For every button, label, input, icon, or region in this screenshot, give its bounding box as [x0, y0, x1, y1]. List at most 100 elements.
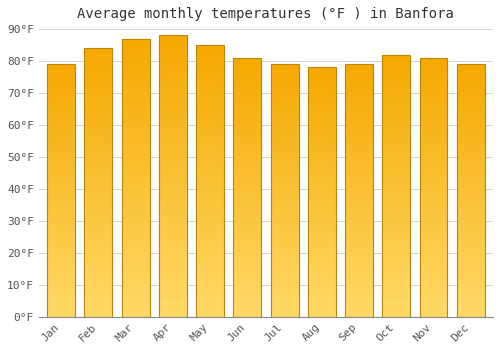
Bar [159, 90, 187, 92]
Bar [382, 308, 410, 309]
Bar [234, 217, 262, 218]
Bar [234, 187, 262, 189]
Bar [308, 257, 336, 258]
Bar [196, 268, 224, 269]
Bar [457, 65, 484, 67]
Bar [382, 207, 410, 208]
Bar [196, 60, 224, 61]
Bar [196, 48, 224, 49]
Bar [122, 79, 150, 81]
Bar [420, 170, 448, 172]
Bar [234, 120, 262, 121]
Bar [420, 199, 448, 200]
Bar [84, 149, 112, 150]
Bar [47, 246, 75, 247]
Bar [234, 126, 262, 128]
Bar [308, 277, 336, 278]
Bar [308, 172, 336, 173]
Bar [457, 169, 484, 170]
Bar [382, 166, 410, 167]
Bar [270, 307, 298, 308]
Bar [159, 155, 187, 156]
Bar [196, 154, 224, 155]
Bar [270, 182, 298, 183]
Bar [234, 151, 262, 152]
Bar [270, 219, 298, 221]
Bar [345, 292, 373, 293]
Bar [420, 102, 448, 103]
Bar [270, 121, 298, 122]
Bar [270, 199, 298, 201]
Bar [270, 250, 298, 251]
Bar [382, 176, 410, 178]
Bar [345, 275, 373, 276]
Bar [159, 141, 187, 142]
Bar [234, 287, 262, 288]
Bar [159, 142, 187, 144]
Bar [270, 201, 298, 202]
Bar [382, 268, 410, 270]
Bar [196, 74, 224, 75]
Bar [457, 175, 484, 177]
Bar [196, 109, 224, 110]
Bar [47, 103, 75, 105]
Bar [47, 251, 75, 252]
Bar [47, 119, 75, 120]
Bar [345, 269, 373, 270]
Bar [270, 159, 298, 160]
Bar [122, 281, 150, 282]
Bar [234, 125, 262, 126]
Bar [308, 271, 336, 272]
Bar [47, 150, 75, 151]
Bar [345, 169, 373, 170]
Bar [345, 86, 373, 87]
Bar [420, 281, 448, 282]
Bar [234, 98, 262, 99]
Bar [270, 229, 298, 230]
Bar [84, 196, 112, 197]
Bar [345, 103, 373, 105]
Bar [457, 258, 484, 259]
Bar [308, 108, 336, 110]
Bar [159, 78, 187, 79]
Bar [84, 173, 112, 174]
Bar [122, 51, 150, 52]
Bar [47, 72, 75, 73]
Bar [196, 265, 224, 267]
Bar [457, 274, 484, 275]
Bar [196, 269, 224, 271]
Bar [345, 304, 373, 306]
Bar [47, 285, 75, 287]
Bar [308, 140, 336, 141]
Bar [47, 312, 75, 313]
Bar [159, 134, 187, 135]
Bar [382, 57, 410, 58]
Bar [84, 247, 112, 248]
Bar [420, 90, 448, 91]
Bar [159, 256, 187, 258]
Bar [457, 306, 484, 307]
Bar [159, 107, 187, 108]
Bar [159, 45, 187, 47]
Bar [84, 132, 112, 133]
Bar [308, 265, 336, 266]
Bar [196, 55, 224, 56]
Bar [84, 148, 112, 149]
Bar [420, 240, 448, 242]
Bar [84, 58, 112, 59]
Bar [270, 244, 298, 245]
Bar [234, 294, 262, 295]
Bar [122, 83, 150, 85]
Bar [420, 307, 448, 308]
Bar [308, 105, 336, 106]
Bar [234, 286, 262, 287]
Bar [84, 248, 112, 250]
Bar [122, 41, 150, 43]
Bar [420, 125, 448, 126]
Bar [345, 316, 373, 317]
Bar [234, 147, 262, 148]
Bar [270, 212, 298, 213]
Bar [382, 135, 410, 136]
Bar [234, 191, 262, 193]
Bar [84, 225, 112, 227]
